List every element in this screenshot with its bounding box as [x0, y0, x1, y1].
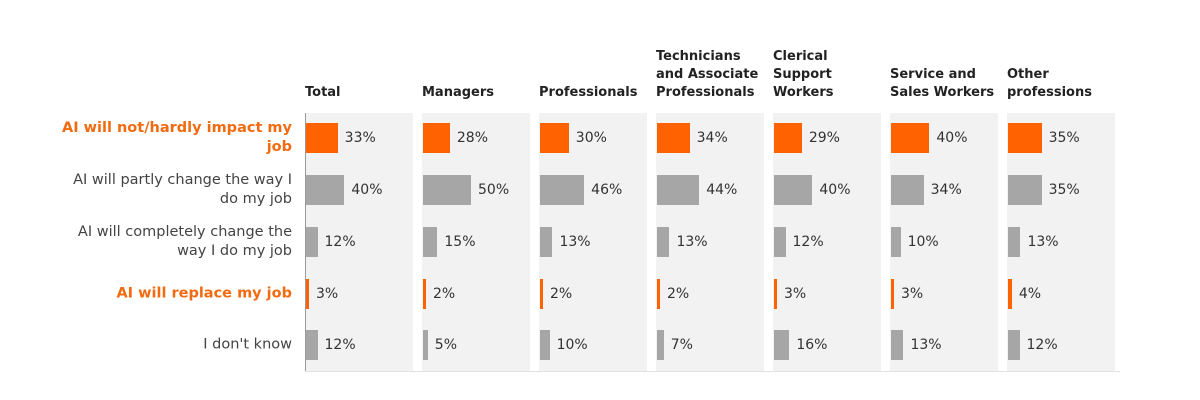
bar: [774, 123, 802, 153]
data-label: 3%: [784, 286, 807, 302]
bar: [306, 330, 318, 360]
baseline: [305, 371, 1120, 372]
bar: [423, 227, 438, 257]
data-label: 2%: [550, 286, 573, 302]
panel-background: [305, 113, 413, 371]
data-label: 40%: [819, 182, 851, 198]
panel-background: [539, 113, 647, 371]
data-label: 40%: [351, 182, 383, 198]
row-label: AI will not/hardly impact my job: [61, 120, 292, 155]
row-label: AI will replace my job: [116, 285, 292, 302]
data-label: 3%: [316, 286, 339, 302]
panel-background: [656, 113, 764, 371]
bar: [540, 279, 543, 309]
data-label: 29%: [808, 130, 840, 146]
data-label: 16%: [796, 337, 828, 353]
column-header: Service and Sales Workers: [890, 67, 995, 100]
data-label: 12%: [792, 234, 824, 250]
y-axis-line: [305, 113, 306, 371]
bar: [657, 330, 664, 360]
bar: [657, 279, 660, 309]
bar: [774, 175, 813, 205]
data-label: 10%: [907, 234, 939, 250]
data-label: 10%: [556, 337, 588, 353]
data-label: 50%: [478, 182, 510, 198]
data-label: 13%: [676, 234, 708, 250]
data-label: 46%: [591, 182, 623, 198]
bar: [891, 123, 930, 153]
bar: [306, 227, 318, 257]
bar: [657, 227, 670, 257]
data-label: 12%: [324, 234, 356, 250]
bar: [1008, 279, 1012, 309]
bar: [540, 227, 553, 257]
panel-background: [773, 113, 881, 371]
data-label: 34%: [930, 182, 962, 198]
bar: [306, 175, 345, 205]
data-label: 44%: [706, 182, 738, 198]
data-label: 15%: [444, 234, 476, 250]
column-header: Professionals: [539, 85, 638, 100]
bar: [1008, 175, 1042, 205]
data-label: 3%: [901, 286, 924, 302]
data-label: 13%: [910, 337, 942, 353]
data-label: 35%: [1048, 182, 1080, 198]
bar: [891, 279, 894, 309]
bar: [306, 279, 309, 309]
bar: [891, 330, 904, 360]
bar: [1008, 227, 1021, 257]
column-header: Technicians and Associate Professionals: [656, 49, 759, 100]
column-header: Managers: [422, 85, 495, 100]
bar: [774, 279, 777, 309]
data-label: 30%: [575, 130, 607, 146]
bar: [540, 330, 550, 360]
bar: [423, 175, 471, 205]
data-label: 12%: [1026, 337, 1058, 353]
data-label: 13%: [559, 234, 591, 250]
panel-background: [422, 113, 530, 371]
bar: [306, 123, 338, 153]
column-header: Clerical Support Workers: [773, 49, 834, 100]
bar: [1008, 330, 1020, 360]
row-label: AI will partly change the way I do my jo…: [73, 172, 292, 207]
column-header: Other professions: [1007, 67, 1092, 100]
bar: [423, 123, 450, 153]
data-label: 35%: [1048, 130, 1080, 146]
data-label: 13%: [1027, 234, 1059, 250]
bar: [891, 227, 901, 257]
row-label: I don't know: [203, 336, 292, 353]
bar: [657, 175, 700, 205]
bar: [540, 175, 585, 205]
bar: [774, 227, 786, 257]
column-header: Total: [305, 85, 341, 100]
data-label: 12%: [324, 337, 356, 353]
data-label: 5%: [434, 337, 458, 353]
panel-background: [890, 113, 998, 371]
data-label: 33%: [344, 130, 376, 146]
bar: [540, 123, 569, 153]
bar: [774, 330, 790, 360]
bar: [657, 123, 690, 153]
row-label: AI will completely change the way I do m…: [77, 224, 292, 259]
bar: [423, 279, 426, 309]
data-label: 4%: [1018, 286, 1042, 302]
data-label: 2%: [433, 286, 456, 302]
data-label: 40%: [936, 130, 968, 146]
bar: [1008, 123, 1042, 153]
bar: [423, 330, 428, 360]
bar: [891, 175, 924, 205]
data-label: 34%: [696, 130, 728, 146]
data-label: 28%: [456, 130, 488, 146]
data-label: 7%: [670, 337, 693, 353]
panel-background: [1007, 113, 1115, 371]
data-label: 2%: [667, 286, 690, 302]
